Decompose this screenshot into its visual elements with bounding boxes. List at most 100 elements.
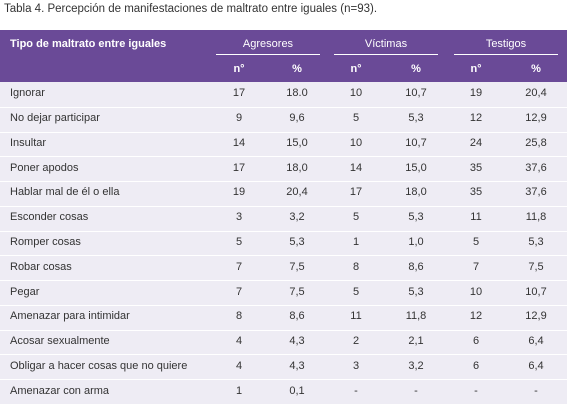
cell-value: 5,3	[528, 236, 544, 248]
row-label: Insultar	[10, 136, 47, 149]
cell-value: 15,0	[286, 136, 308, 149]
cell-value: 18,0	[405, 186, 427, 199]
cell-value: 10,7	[525, 285, 547, 298]
cell-value: 7	[472, 260, 480, 273]
cell-value: 20,4	[286, 186, 308, 199]
cell-value: 4,3	[289, 335, 305, 348]
cell-value: 1,0	[408, 236, 424, 248]
cell-value: 4	[235, 359, 243, 372]
row-separator	[0, 379, 567, 381]
cell-value: 7,5	[528, 260, 544, 273]
row-separator	[0, 280, 567, 282]
cell-value: 12	[469, 310, 483, 323]
row-separator	[0, 354, 567, 356]
cell-value: 1	[352, 236, 360, 248]
table: Tipo de maltrato entre iguales Agresores V…	[0, 30, 567, 404]
subheader: n°	[350, 63, 362, 75]
cell-value: 2,1	[408, 335, 424, 348]
subheader: n°	[233, 63, 245, 75]
cell-value: 10,7	[405, 87, 427, 100]
cell-value: 6,4	[528, 359, 544, 372]
cell-value: 5,3	[408, 285, 424, 298]
cell-value: 12,9	[525, 112, 547, 125]
cell-value: 25,8	[525, 136, 547, 149]
row-separator	[0, 131, 567, 133]
cell-value: 12	[469, 112, 483, 125]
cell-value: 6	[472, 335, 480, 348]
cell-value: 35	[469, 161, 483, 174]
header-band	[0, 30, 567, 82]
cell-value: 24	[469, 136, 483, 149]
cell-value: 17	[232, 161, 246, 174]
row-separator	[0, 181, 567, 183]
row-label: Obligar a hacer cosas que no quiere	[10, 359, 188, 372]
row-label: Pegar	[10, 285, 40, 298]
group-header: Agresores	[242, 38, 294, 50]
header-label: Tipo de maltrato entre iguales	[10, 38, 167, 50]
cell-value: -	[354, 384, 358, 397]
cell-value: 17	[232, 87, 246, 100]
cell-value: 5	[352, 211, 360, 224]
row-separator	[0, 205, 567, 207]
cell-value: 1	[235, 384, 243, 397]
group-underline	[454, 54, 558, 55]
cell-value: 7	[235, 285, 243, 298]
cell-value: 37,6	[525, 161, 547, 174]
subheader: %	[292, 63, 302, 75]
row-label: Amenazar para intimidar	[10, 310, 130, 323]
cell-value: 8	[352, 260, 360, 273]
cell-value: 18.0	[286, 87, 308, 100]
row-separator	[0, 304, 567, 306]
caption: Tabla 4. Percepción de manifestaciones d…	[4, 3, 378, 15]
cell-value: 7	[235, 260, 243, 273]
cell-value: -	[534, 384, 538, 397]
row-separator	[0, 106, 567, 108]
row-label: Romper cosas	[10, 236, 81, 248]
cell-value: 8,6	[289, 310, 305, 323]
cell-value: 11	[470, 211, 482, 224]
cell-value: 11	[350, 310, 362, 323]
cell-value: 18,0	[286, 161, 308, 174]
cell-value: 10	[349, 136, 363, 149]
group-header: Víctimas	[364, 38, 408, 50]
row-separator	[0, 230, 567, 232]
cell-value: 6	[472, 359, 480, 372]
cell-value: 10	[349, 87, 363, 100]
cell-value: 19	[469, 87, 483, 100]
cell-value: 37,6	[525, 186, 547, 199]
cell-value: 11,8	[525, 211, 547, 224]
subheader: n°	[470, 63, 482, 75]
row-label: Amenazar con arma	[10, 384, 110, 397]
group-underline	[216, 54, 320, 55]
cell-value: 20,4	[525, 87, 547, 100]
cell-value: 5	[352, 112, 360, 125]
cell-value: -	[414, 384, 418, 397]
cell-value: 5	[235, 236, 243, 248]
cell-value: 5	[472, 236, 480, 248]
cell-value: 4,3	[289, 359, 305, 372]
subheader: %	[531, 63, 541, 75]
cell-value: 7,5	[289, 285, 305, 298]
cell-value: 15,0	[405, 161, 427, 174]
row-label: Esconder cosas	[10, 211, 89, 224]
row-separator	[0, 255, 567, 257]
cell-value: 6,4	[528, 335, 544, 348]
cell-value: 3	[352, 359, 360, 372]
cell-value: 5,3	[408, 211, 424, 224]
cell-value: 14	[232, 136, 246, 149]
cell-value: 4	[235, 335, 243, 348]
cell-value: 3	[235, 211, 243, 224]
row-label: Hablar mal de él o ella	[10, 186, 120, 199]
cell-value: 10,7	[405, 136, 427, 149]
cell-value: 11,8	[405, 310, 427, 323]
row-label: No dejar participar	[10, 112, 100, 125]
cell-value: 8,6	[408, 260, 424, 273]
row-label: Robar cosas	[10, 260, 72, 273]
cell-value: 9,6	[289, 112, 305, 125]
cell-value: -	[474, 384, 478, 397]
cell-value: 0,1	[289, 384, 305, 397]
row-label: Ignorar	[10, 87, 45, 100]
cell-value: 14	[349, 161, 363, 174]
row-label: Acosar sexualmente	[10, 335, 110, 348]
